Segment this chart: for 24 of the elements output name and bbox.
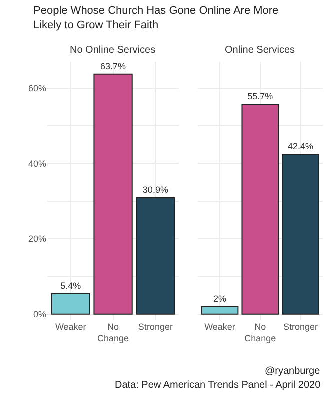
bar [94,74,133,315]
x-tick-label: Weaker [204,322,236,332]
chart-subtitle: Online Services [225,45,296,56]
x-tick-label: Stronger [284,322,318,332]
x-tick-label: Stronger [138,322,173,332]
data-label: 42.4% [288,142,314,152]
y-tick-label: 20% [28,234,47,244]
data-label: 5.4% [60,281,82,292]
x-tick-label: Weaker [55,322,86,332]
chart-subtitle: No Online Services [70,45,156,56]
chart-title: People Whose Church Has Gone Online Are More Likely to Grow Their Faith [34,5,279,32]
text: Data: Pew American Trends Panel - April 2020 [115,380,322,391]
text: @ryanburge [265,366,321,377]
y-tick-label: 60% [28,84,47,94]
data-label: 55.7% [248,92,274,102]
x-tick-label: No Change [98,322,130,344]
data-label: 63.7% [100,61,126,72]
data-label: 30.9% [142,184,168,195]
x-tick-label: No Change [244,322,276,344]
y-tick-label: 0% [34,310,47,320]
data-label: 2% [214,294,227,304]
bar [136,197,176,315]
bar [51,294,90,315]
y-tick-label: 40% [28,158,47,169]
